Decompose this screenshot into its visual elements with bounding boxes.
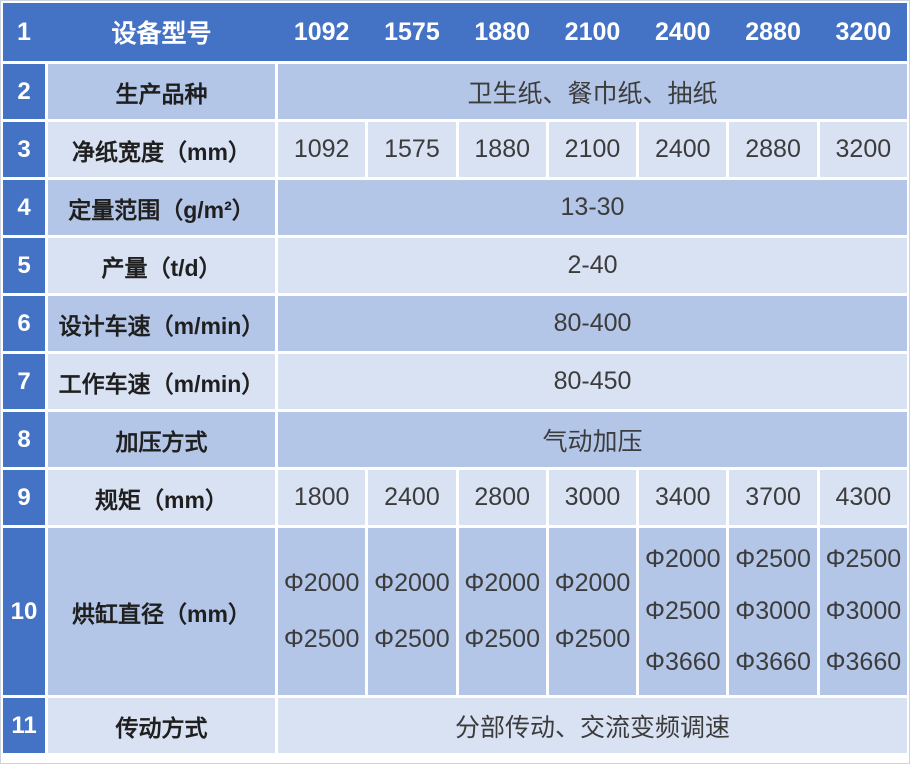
diameter-cell: Φ2000 Φ2500 xyxy=(458,528,546,695)
merged-value-cell: 80-450 xyxy=(278,354,907,409)
diameter-line: Φ2500 xyxy=(735,545,811,574)
value-cell: 3400 xyxy=(639,470,727,525)
value-cell: 2400 xyxy=(368,470,456,525)
value-cell: 4300 xyxy=(819,470,907,525)
row-number-cell: 8 xyxy=(3,412,45,467)
value-cell: 2100 xyxy=(548,122,637,177)
diameter-line: Φ2500 xyxy=(554,624,631,653)
diameter-line: Φ2000 xyxy=(374,569,450,597)
diameter-line: Φ3000 xyxy=(735,596,811,625)
model-header: 2400 xyxy=(654,17,711,46)
diameter-cell: Φ2000 Φ2500 xyxy=(368,528,456,695)
value-cell: 3200 xyxy=(819,122,907,177)
row-number-cell: 3 xyxy=(3,122,45,177)
row-label: 净纸宽度（mm） xyxy=(48,122,275,177)
diameter-line: Φ3660 xyxy=(825,648,902,677)
diameter-line: Φ2000 xyxy=(645,545,721,574)
diameter-line: Φ3000 xyxy=(825,596,902,625)
model-header: 1880 xyxy=(474,17,531,46)
merged-value-cell: 分部传动、交流变频调速 xyxy=(278,698,907,753)
diameter-cell: Φ2500 Φ3000 Φ3660 xyxy=(729,528,817,695)
row-number-cell: 2 xyxy=(3,64,45,119)
header-label: 设备型号 xyxy=(111,20,212,48)
diameter-line: Φ2000 xyxy=(554,569,631,597)
value-cell: 3000 xyxy=(548,470,637,525)
row-label: 烘缸直径（mm） xyxy=(48,528,275,695)
model-header: 1092 xyxy=(293,17,350,46)
diameter-cell: Φ2000 Φ2500 xyxy=(278,528,366,695)
value-cell: 3700 xyxy=(729,470,817,525)
diameter-line: Φ3660 xyxy=(735,648,811,677)
merged-value-cell: 2-40 xyxy=(278,238,907,293)
diameter-cell: Φ2500 Φ3000 Φ3660 xyxy=(819,528,907,695)
merged-value-cell: 气动加压 xyxy=(278,412,907,467)
row-number-cell: 10 xyxy=(3,528,45,695)
value-cell: 1880 xyxy=(458,122,546,177)
diameter-line: Φ2000 xyxy=(464,569,540,597)
value-cell: 1092 xyxy=(278,122,366,177)
diameter-line: Φ3660 xyxy=(645,648,721,677)
diameter-line: Φ2500 xyxy=(645,596,721,625)
value-cell: 2400 xyxy=(639,122,727,177)
spec-grid: 1 设备型号 1092 1575 1880 2100 2400 2880 320… xyxy=(3,3,907,753)
row-label: 工作车速（m/min） xyxy=(48,354,275,409)
model-header: 2880 xyxy=(745,17,801,46)
value-cell: 1800 xyxy=(278,470,366,525)
model-header: 1575 xyxy=(384,17,440,46)
model-header: 3200 xyxy=(835,17,892,46)
row-number-cell: 6 xyxy=(3,296,45,351)
row-label: 传动方式 xyxy=(48,698,275,753)
merged-value-cell: 80-400 xyxy=(278,296,907,351)
diameter-line: Φ2500 xyxy=(825,545,902,574)
diameter-line: Φ2500 xyxy=(374,624,450,653)
value-cell: 2800 xyxy=(458,470,546,525)
row-number-cell: 9 xyxy=(3,470,45,525)
row-label: 生产品种 xyxy=(48,64,275,119)
row-label: 定量范围（g/m²） xyxy=(48,180,275,235)
diameter-line: Φ2500 xyxy=(464,624,540,653)
row-number-cell: 5 xyxy=(3,238,45,293)
diameter-line: Φ2500 xyxy=(283,624,360,653)
row-number-cell: 4 xyxy=(3,180,45,235)
merged-value-cell: 卫生纸、餐巾纸、抽纸 xyxy=(278,64,907,119)
diameter-cell: Φ2000 Φ2500 Φ3660 xyxy=(639,528,727,695)
diameter-cell: Φ2000 Φ2500 xyxy=(548,528,637,695)
row-label: 加压方式 xyxy=(48,412,275,467)
row-label: 规矩（mm） xyxy=(48,470,275,525)
model-header: 2100 xyxy=(564,17,621,46)
value-cell: 1575 xyxy=(368,122,456,177)
diameter-line: Φ2000 xyxy=(283,569,360,597)
row-label: 设计车速（m/min） xyxy=(48,296,275,351)
value-cell: 2880 xyxy=(729,122,817,177)
row-label: 产量（t/d） xyxy=(48,238,275,293)
header-row: 1 设备型号 1092 1575 1880 2100 2400 2880 320… xyxy=(3,3,907,61)
row-number-cell: 11 xyxy=(3,698,45,753)
merged-value-cell: 13-30 xyxy=(278,180,907,235)
header-row-number: 1 xyxy=(17,17,31,46)
row-number-cell: 7 xyxy=(3,354,45,409)
